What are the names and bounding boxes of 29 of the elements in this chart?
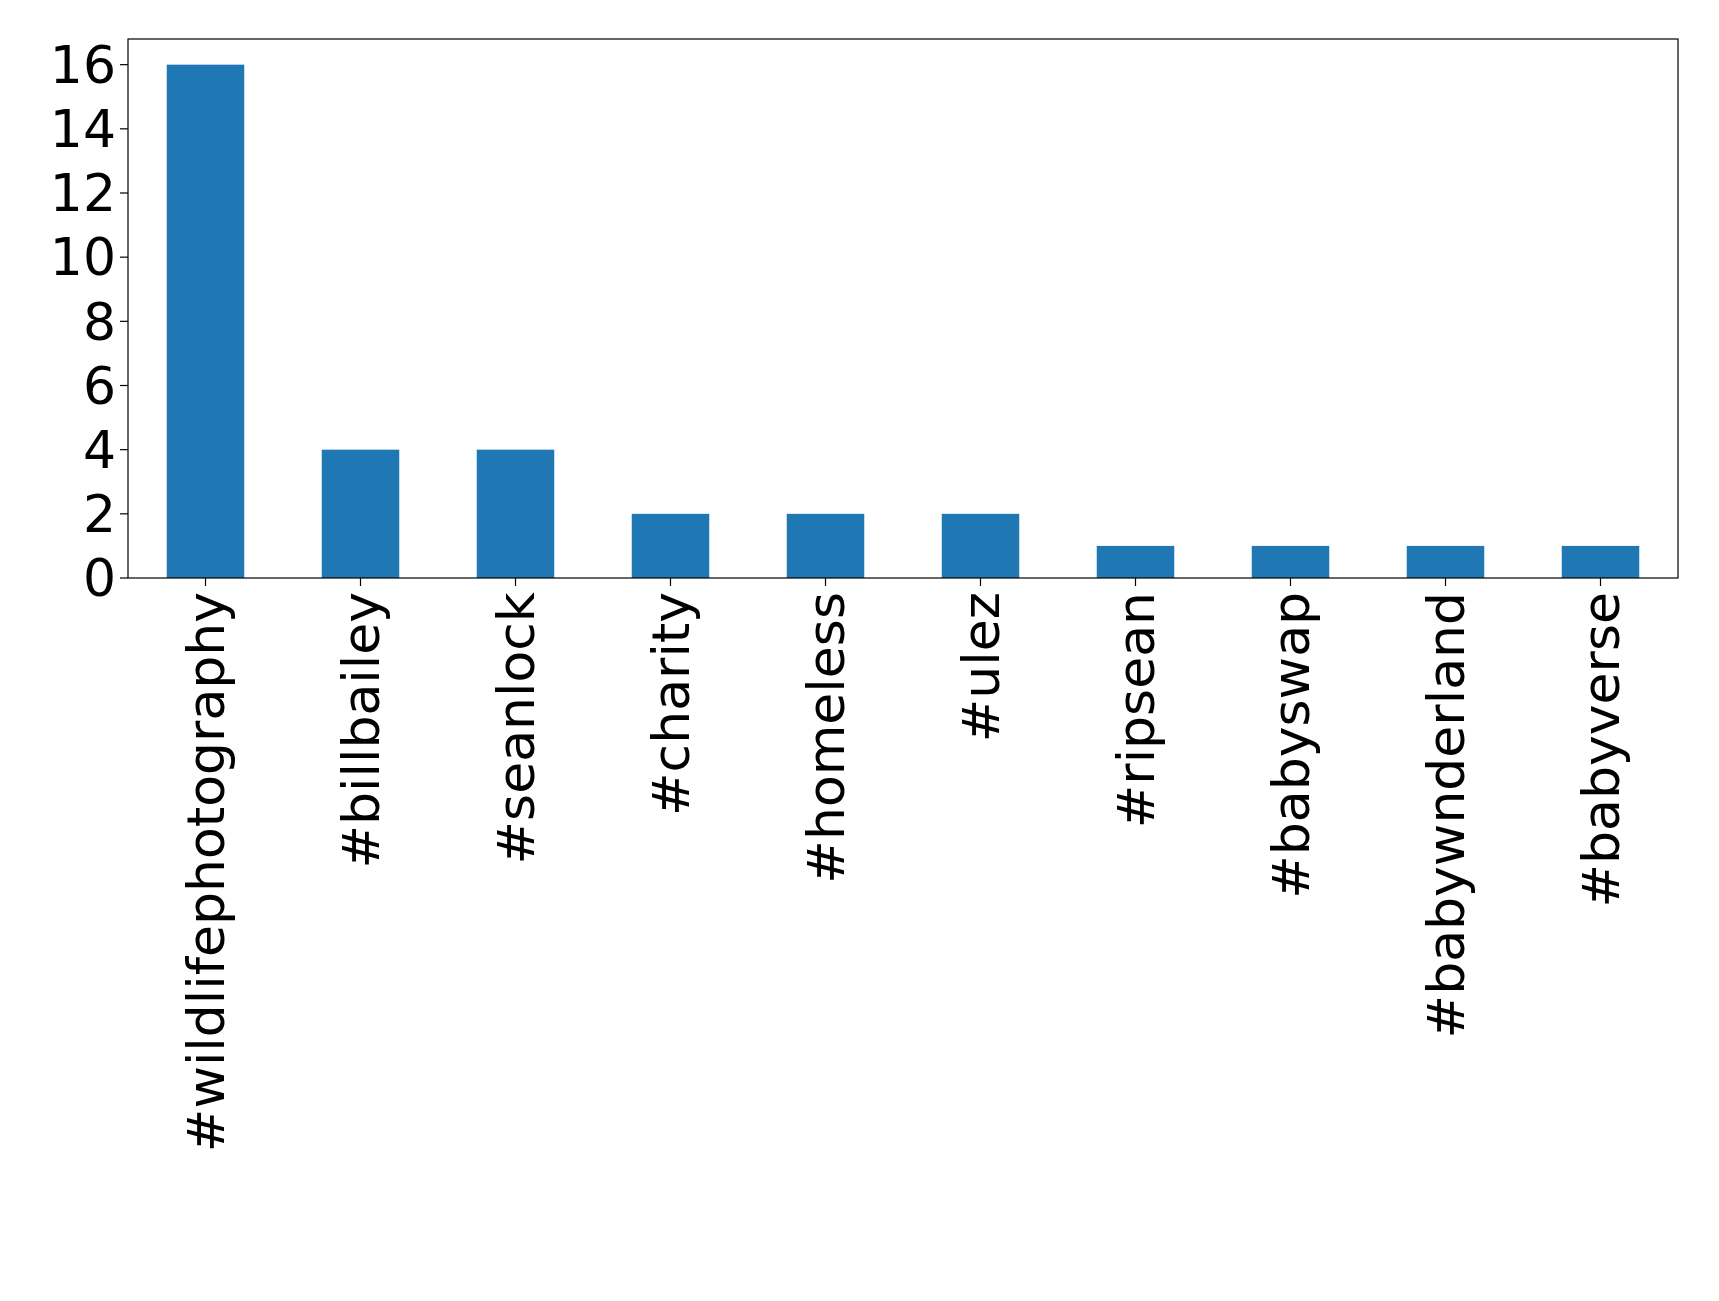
bar: [1096, 545, 1175, 578]
bar: [166, 64, 245, 578]
x-tick-label: #babyswap: [1260, 592, 1321, 899]
y-tick-label: 12: [49, 163, 116, 224]
y-tick-label: 6: [82, 355, 116, 416]
x-tick-label: #charity: [640, 592, 701, 816]
x-tick-label: #ulez: [950, 592, 1011, 743]
y-tick-label: 10: [49, 227, 116, 288]
y-tick-label: 4: [82, 419, 116, 480]
bar: [941, 513, 1020, 578]
x-tick-label: #wildlifephotography: [175, 592, 236, 1153]
x-tick-label: #babywnderland: [1415, 592, 1476, 1039]
y-tick-label: 0: [82, 548, 116, 609]
bar: [786, 513, 865, 578]
x-tick-label: #homeless: [795, 592, 856, 884]
bar: [321, 449, 400, 578]
y-tick-label: 2: [82, 484, 116, 545]
y-tick-label: 8: [82, 291, 116, 352]
x-tick-label: #ripsean: [1105, 592, 1166, 829]
bar: [1251, 545, 1330, 578]
x-tick-label: #seanlock: [485, 592, 546, 865]
x-tick-label: #billbailey: [330, 592, 391, 869]
x-tick-label: #babyverse: [1570, 592, 1631, 908]
bar: [631, 513, 710, 578]
bar: [1561, 545, 1640, 578]
bar: [476, 449, 555, 578]
bar: [1406, 545, 1485, 578]
y-tick-label: 16: [49, 34, 116, 95]
y-tick-label: 14: [49, 99, 116, 160]
